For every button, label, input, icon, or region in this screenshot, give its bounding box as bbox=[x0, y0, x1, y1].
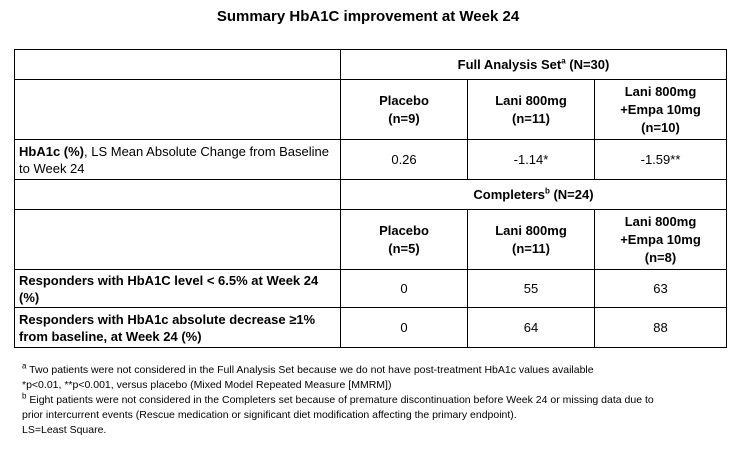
value-cell: 0.26 bbox=[340, 139, 468, 180]
value-cell: -1.59** bbox=[594, 139, 727, 180]
empty-cell bbox=[14, 179, 341, 210]
fas-groups-row: Placebo (n=9) Lani 800mg (n=11) Lani 800mg… bbox=[14, 79, 727, 140]
row-label-responders-decrease: Responders with HbA1c absolute decrease … bbox=[14, 307, 341, 348]
footnotes: a Two patients were not considered in th… bbox=[22, 361, 722, 438]
completers-header: Completersb (N=24) bbox=[340, 179, 727, 210]
completers-header-row: Completersb (N=24) bbox=[14, 179, 727, 210]
comp-group-lani: Lani 800mg (n=11) bbox=[467, 209, 595, 270]
comp-group-placebo: Placebo (n=5) bbox=[340, 209, 468, 270]
value-cell: -1.14* bbox=[467, 139, 595, 180]
fas-header-row: Full Analysis Seta (N=30) bbox=[14, 49, 727, 80]
completers-groups-row: Placebo (n=5) Lani 800mg (n=11) Lani 800mg… bbox=[14, 209, 727, 270]
empty-cell bbox=[14, 209, 341, 270]
table-title: Summary HbA1C improvement at Week 24 bbox=[216, 8, 520, 25]
fas-header: Full Analysis Seta (N=30) bbox=[340, 49, 727, 80]
row-label-hba1c: HbA1c (%), LS Mean Absolute Change from … bbox=[14, 139, 341, 180]
table-row: Responders with HbA1c absolute decrease … bbox=[14, 307, 727, 348]
fas-group-placebo: Placebo (n=9) bbox=[340, 79, 468, 140]
fas-group-lani-empa: Lani 800mg +Empa 10mg (n=10) bbox=[594, 79, 727, 140]
footnote-ls: LS=Least Square. bbox=[22, 424, 107, 436]
footnote-b-cont: prior intercurrent events (Rescue medica… bbox=[22, 409, 517, 421]
table-row: Responders with HbA1C level < 6.5% at We… bbox=[14, 269, 727, 308]
value-cell: 63 bbox=[594, 269, 727, 308]
row-label-responders-65: Responders with HbA1C level < 6.5% at We… bbox=[14, 269, 341, 308]
empty-cell bbox=[14, 79, 341, 140]
summary-table: Full Analysis Seta (N=30) Placebo (n=9) L… bbox=[14, 49, 727, 348]
value-cell: 64 bbox=[467, 307, 595, 348]
value-cell: 88 bbox=[594, 307, 727, 348]
comp-group-lani-empa: Lani 800mg +Empa 10mg (n=8) bbox=[594, 209, 727, 270]
footnote-p: *p<0.01, **p<0.001, versus placebo (Mixe… bbox=[22, 379, 392, 391]
value-cell: 55 bbox=[467, 269, 595, 308]
empty-cell bbox=[14, 49, 341, 80]
value-cell: 0 bbox=[340, 269, 468, 308]
footnote-a: a Two patients were not considered in th… bbox=[22, 361, 594, 376]
fas-group-lani: Lani 800mg (n=11) bbox=[467, 79, 595, 140]
table-row: HbA1c (%), LS Mean Absolute Change from … bbox=[14, 139, 727, 180]
footnote-b: b Eight patients were not considered in … bbox=[22, 391, 654, 406]
value-cell: 0 bbox=[340, 307, 468, 348]
